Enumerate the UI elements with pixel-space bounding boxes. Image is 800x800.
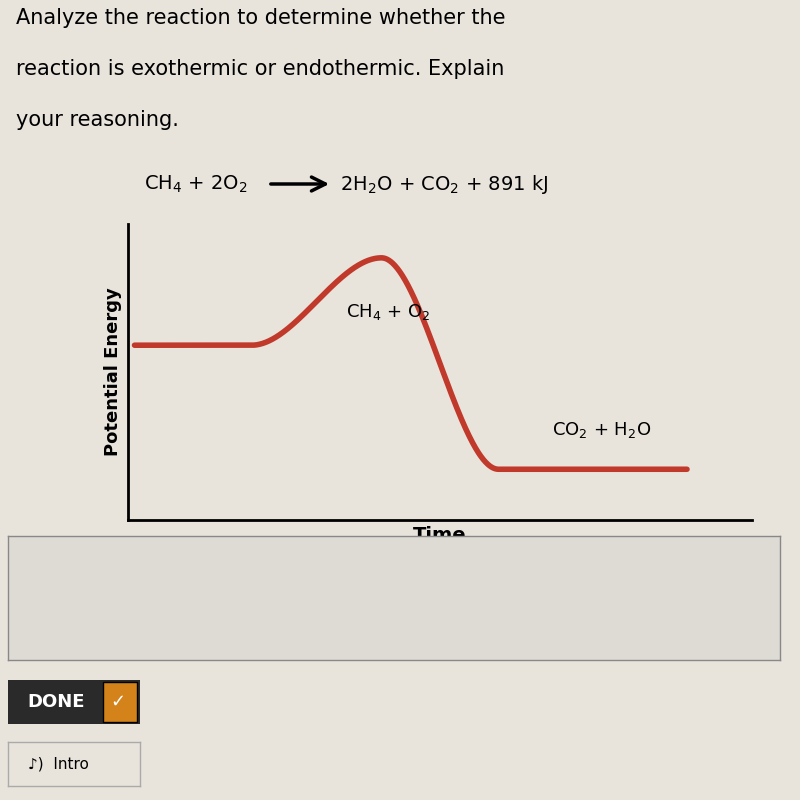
X-axis label: Time: Time	[413, 526, 467, 545]
Text: CH$_4$ + O$_2$: CH$_4$ + O$_2$	[346, 302, 431, 322]
Text: your reasoning.: your reasoning.	[16, 110, 179, 130]
Text: DONE: DONE	[28, 693, 86, 711]
FancyBboxPatch shape	[103, 682, 138, 722]
Text: ✓: ✓	[110, 693, 126, 711]
Text: ♪)  Intro: ♪) Intro	[28, 756, 89, 771]
Text: reaction is exothermic or endothermic. Explain: reaction is exothermic or endothermic. E…	[16, 59, 504, 79]
Text: CH$_4$ + 2O$_2$: CH$_4$ + 2O$_2$	[144, 174, 248, 194]
Text: CO$_2$ + H$_2$O: CO$_2$ + H$_2$O	[552, 420, 652, 440]
Text: 2H$_2$O + CO$_2$ + 891 kJ: 2H$_2$O + CO$_2$ + 891 kJ	[340, 173, 548, 195]
Y-axis label: Potential Energy: Potential Energy	[105, 288, 122, 456]
Text: Analyze the reaction to determine whether the: Analyze the reaction to determine whethe…	[16, 8, 506, 28]
